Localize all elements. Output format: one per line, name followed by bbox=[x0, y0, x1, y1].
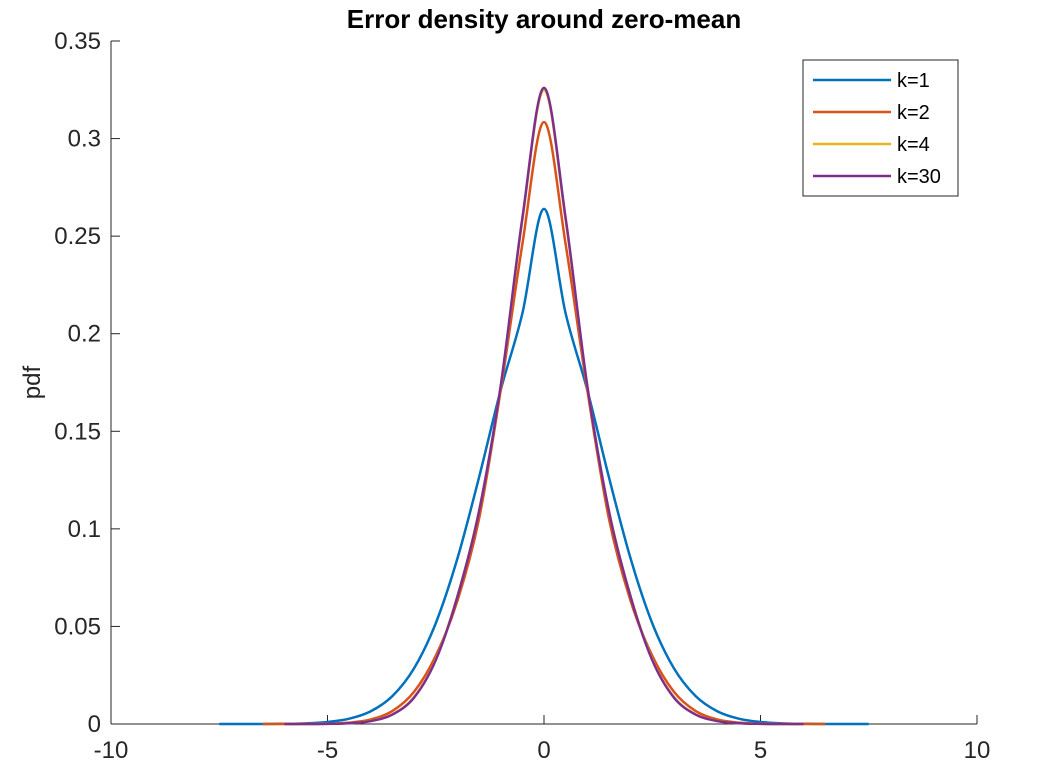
legend-label: k=1 bbox=[897, 70, 930, 92]
y-tick-label: 0.35 bbox=[54, 28, 101, 55]
x-tick-label: -10 bbox=[94, 737, 129, 764]
legend-label: k=2 bbox=[897, 102, 930, 124]
series-line-2 bbox=[262, 120, 826, 726]
x-tick-label: 10 bbox=[964, 737, 991, 764]
series-line-1 bbox=[219, 207, 869, 726]
legend-label: k=30 bbox=[897, 166, 941, 188]
legend: k=1 k=2 k=4 k=30 bbox=[802, 59, 959, 197]
legend-box bbox=[802, 59, 959, 197]
y-axis-label: pdf bbox=[19, 365, 46, 399]
series-line-4 bbox=[284, 86, 804, 726]
axes: -10 -5 0 5 10 0 0.05 0.1 0.15 0.2 0.25 0.3 0.35 bbox=[54, 28, 990, 764]
chart-title: Error density around zero-mean bbox=[347, 4, 741, 34]
y-tick-label: 0.1 bbox=[68, 516, 101, 543]
y-tick-label: 0.05 bbox=[54, 613, 101, 640]
x-tick-label: 0 bbox=[537, 737, 550, 764]
x-tick-label: -5 bbox=[317, 737, 338, 764]
legend-label: k=4 bbox=[897, 134, 930, 156]
y-tick-label: 0.15 bbox=[54, 418, 101, 445]
y-tick-label: 0.2 bbox=[68, 321, 101, 348]
y-tick-label: 0 bbox=[88, 711, 101, 738]
y-tick-label: 0.25 bbox=[54, 223, 101, 250]
series-layer bbox=[219, 86, 869, 726]
y-tick-label: 0.3 bbox=[68, 126, 101, 153]
x-tick-label: 5 bbox=[754, 737, 767, 764]
